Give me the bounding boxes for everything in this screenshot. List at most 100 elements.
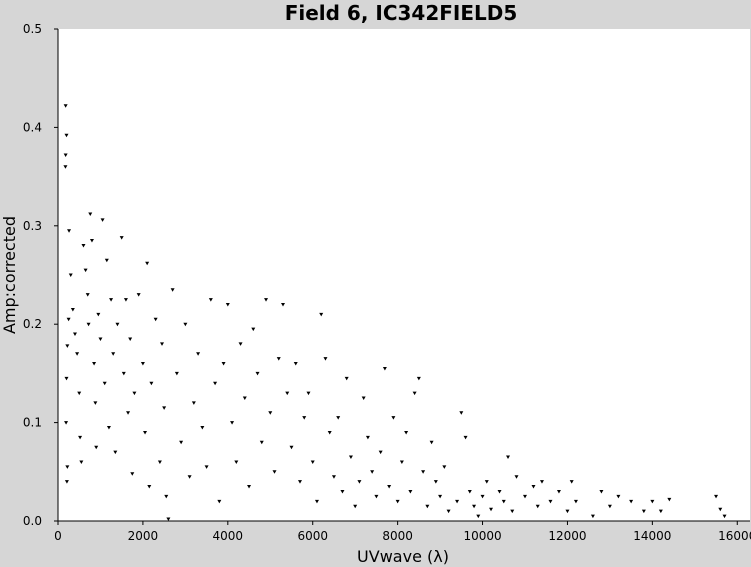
data-point — [510, 509, 515, 514]
data-point — [264, 298, 269, 302]
data-point — [162, 406, 167, 410]
data-point — [425, 504, 430, 509]
data-point — [319, 312, 324, 317]
data-point — [331, 475, 336, 479]
data-point — [446, 509, 451, 514]
data-point — [98, 337, 103, 341]
data-point — [75, 352, 80, 356]
data-point — [548, 499, 553, 504]
data-point — [183, 322, 188, 327]
data-point — [310, 460, 315, 464]
data-point — [361, 396, 366, 400]
data-point — [136, 293, 141, 297]
data-point — [208, 298, 213, 302]
x-tick-label: 8000 — [382, 529, 413, 543]
data-point — [234, 460, 239, 464]
data-point — [501, 499, 506, 504]
data-point — [132, 391, 137, 396]
data-point — [641, 509, 646, 514]
data-point — [179, 440, 184, 445]
data-point — [255, 371, 260, 376]
data-point — [238, 342, 243, 346]
data-point — [65, 344, 70, 348]
data-point — [607, 504, 612, 509]
data-point — [78, 435, 83, 440]
data-point — [247, 485, 252, 489]
data-point — [65, 465, 70, 469]
x-tick-label: 6000 — [297, 529, 328, 543]
x-tick-label: 4000 — [213, 529, 244, 543]
data-point — [629, 499, 634, 504]
data-point — [599, 489, 604, 494]
data-points — [63, 104, 727, 522]
y-tick-label: 0.4 — [23, 120, 42, 134]
data-point — [113, 450, 118, 455]
data-point — [476, 514, 481, 519]
data-point — [153, 317, 158, 322]
data-point — [259, 440, 264, 445]
data-point — [170, 288, 175, 292]
data-point — [276, 357, 281, 361]
data-point — [285, 391, 290, 396]
data-point — [650, 499, 655, 504]
data-point — [480, 494, 485, 499]
data-point — [119, 236, 124, 240]
data-point — [143, 430, 148, 435]
data-point — [416, 376, 421, 381]
data-point — [160, 342, 165, 346]
data-point — [365, 435, 370, 440]
data-point — [230, 421, 235, 425]
data-point — [382, 366, 387, 371]
data-point — [539, 480, 544, 484]
data-point — [149, 381, 154, 386]
y-tick-label: 0.5 — [23, 22, 42, 36]
data-point — [72, 332, 77, 337]
data-point — [484, 480, 489, 484]
data-point — [126, 411, 131, 415]
data-point — [314, 499, 319, 504]
data-point — [272, 470, 277, 474]
data-point — [63, 153, 68, 157]
data-point — [514, 475, 519, 479]
data-point — [70, 307, 75, 312]
data-point — [174, 371, 179, 376]
data-point — [121, 371, 126, 376]
data-point — [658, 509, 663, 514]
data-point — [85, 293, 90, 297]
data-point — [438, 494, 443, 499]
data-point — [399, 460, 404, 464]
data-point — [395, 499, 400, 504]
data-point — [64, 133, 69, 138]
data-point — [412, 391, 417, 396]
data-point — [429, 440, 434, 445]
x-tick-label: 12000 — [548, 529, 586, 543]
data-point — [66, 317, 71, 322]
data-point — [340, 489, 345, 494]
data-point — [370, 470, 375, 474]
data-point — [293, 362, 298, 366]
data-point — [323, 357, 328, 361]
data-point — [408, 489, 413, 494]
data-point — [327, 430, 332, 435]
data-point — [100, 218, 105, 222]
data-point — [297, 480, 302, 484]
data-point — [89, 239, 94, 243]
data-point — [196, 352, 201, 356]
data-point — [535, 504, 540, 509]
data-point — [191, 401, 196, 405]
data-point — [123, 298, 128, 302]
plot-area[interactable] — [58, 29, 750, 521]
y-tick-label: 0.2 — [23, 317, 42, 331]
data-point — [556, 489, 561, 494]
data-point — [714, 494, 719, 499]
data-point — [64, 480, 69, 484]
data-point — [81, 243, 86, 248]
data-point — [68, 273, 73, 277]
data-point — [111, 352, 116, 356]
data-point — [391, 416, 396, 420]
data-point — [489, 507, 494, 512]
y-axis-title: Amp:corrected — [0, 216, 19, 334]
data-point — [67, 229, 72, 233]
data-point — [102, 381, 107, 386]
